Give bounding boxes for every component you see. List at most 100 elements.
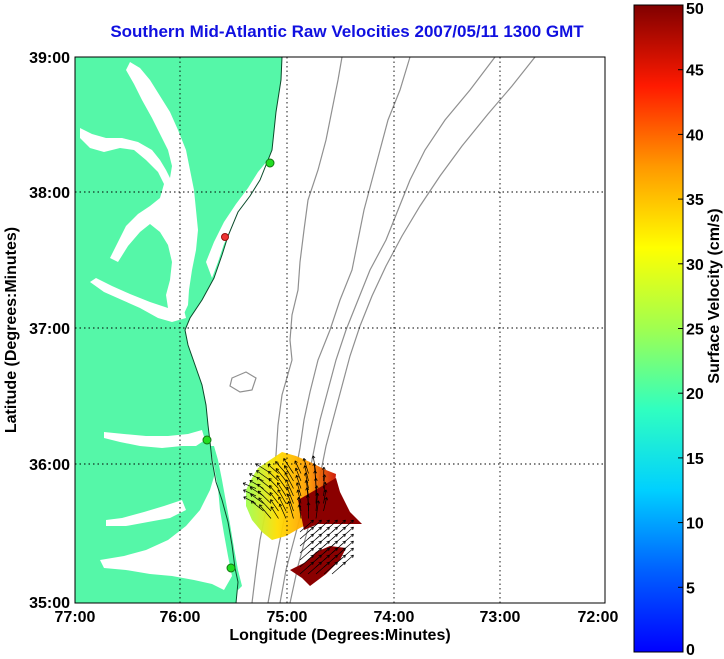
x-tick-label: 74:00 (374, 609, 415, 626)
colorbar-tick-label: 30 (686, 257, 704, 274)
x-tick-label: 75:00 (267, 609, 308, 626)
current-vector (243, 489, 257, 497)
current-vector (323, 481, 327, 497)
current-vector (242, 482, 257, 489)
current-vector (295, 475, 302, 489)
high-velocity-patch-south (290, 546, 346, 586)
plot-frame (74, 56, 606, 604)
colorbar-tick-label: 50 (686, 1, 704, 18)
colorbar-tick-label: 25 (686, 322, 704, 339)
current-vector (257, 490, 272, 504)
current-vector (284, 472, 294, 489)
current-vector (339, 533, 354, 547)
current-vector (302, 457, 309, 474)
current-vector (339, 540, 354, 554)
current-vector (269, 492, 279, 504)
colorbar-tick-label: 5 (686, 580, 695, 597)
current-vector (276, 475, 287, 489)
colorbar: 0 5 10 15 20 25 30 35 40 45 50 Surface Velocity (c… (633, 1, 723, 659)
y-tick-label: 38:00 (29, 185, 70, 202)
current-vector (339, 554, 354, 568)
current-vector (256, 470, 272, 482)
current-vector (278, 503, 287, 519)
outer-banks (210, 446, 242, 590)
current-vector (296, 489, 302, 504)
current-vector (331, 519, 346, 533)
coastal-bays (206, 160, 268, 278)
current-vector (270, 506, 279, 519)
pamlico-sound (100, 470, 232, 590)
bathymetry-loop (229, 371, 257, 393)
current-vector (275, 468, 287, 482)
x-tick-label: 77:00 (55, 609, 96, 626)
pamlico-river (106, 500, 186, 526)
current-vector (297, 504, 302, 519)
current-vector (286, 486, 294, 504)
current-vector (306, 502, 311, 519)
current-vector (257, 483, 272, 497)
colorbar-tick-label: 35 (686, 192, 704, 209)
current-vector (297, 497, 302, 512)
current-vector (339, 519, 354, 533)
x-axis: 77:00 76:00 75:00 74:00 73:00 72:00 Long… (55, 609, 619, 644)
current-vector (311, 455, 317, 474)
colorbar-tick-label: 20 (686, 386, 704, 403)
colorbar-tick-label: 0 (686, 642, 695, 659)
x-axis-label: Longitude (Degrees:Minutes) (229, 627, 450, 644)
station-marker-hatteras-south (226, 563, 236, 573)
current-vector (303, 465, 309, 482)
current-vector (256, 476, 272, 489)
y-tick-label: 35:00 (29, 595, 70, 612)
current-vector (287, 500, 294, 519)
current-vector (286, 493, 294, 512)
current-vector (278, 496, 287, 512)
current-vector (275, 461, 287, 474)
current-vector (299, 519, 314, 533)
y-tick-label: 37:00 (29, 321, 70, 338)
x-tick-label: 72:00 (578, 609, 619, 626)
current-vector (339, 526, 354, 540)
colorbar-scale (633, 4, 684, 653)
current-vector (295, 482, 302, 497)
current-vector (323, 519, 338, 533)
y-tick-label: 36:00 (29, 457, 70, 474)
land-mass (75, 57, 282, 603)
albemarle-sound (104, 430, 205, 448)
current-vector (268, 470, 279, 482)
x-tick-label: 76:00 (160, 609, 201, 626)
map-layers (75, 57, 605, 603)
colorbar-tick-label: 40 (686, 127, 704, 144)
station-marker-center (221, 233, 229, 241)
current-vector (323, 489, 328, 504)
current-vector (277, 489, 287, 504)
current-vectors (242, 455, 354, 575)
current-vector (249, 486, 264, 497)
current-vector (294, 460, 302, 474)
current-vector (307, 519, 322, 533)
current-vector (249, 473, 264, 482)
high-velocity-patch-north (298, 478, 362, 530)
current-vector (322, 474, 327, 489)
map-title: Southern Mid-Atlantic Raw Velocities 200… (110, 22, 584, 41)
current-vector (315, 500, 321, 519)
colorbar-label: Surface Velocity (cm/s) (706, 208, 723, 383)
current-vector (267, 464, 279, 474)
y-tick-label: 39:00 (29, 50, 70, 67)
current-vector (315, 519, 330, 533)
current-vector (268, 478, 279, 489)
colorbar-tick-label: 10 (686, 516, 704, 533)
current-vector (269, 485, 279, 497)
current-vector (277, 482, 287, 497)
current-vector (243, 496, 257, 504)
current-vector (258, 497, 272, 512)
x-tick-label: 73:00 (480, 609, 521, 626)
current-vector (339, 547, 354, 561)
current-vector (315, 492, 320, 512)
station-marker-hatteras-north (202, 435, 212, 445)
current-vector (294, 467, 302, 482)
current-vector (322, 466, 326, 482)
y-axis: 39:00 38:00 37:00 36:00 35:00 Latitude (… (3, 50, 70, 612)
station-marker-north (265, 158, 275, 168)
colorbar-tick-label: 45 (686, 63, 704, 80)
